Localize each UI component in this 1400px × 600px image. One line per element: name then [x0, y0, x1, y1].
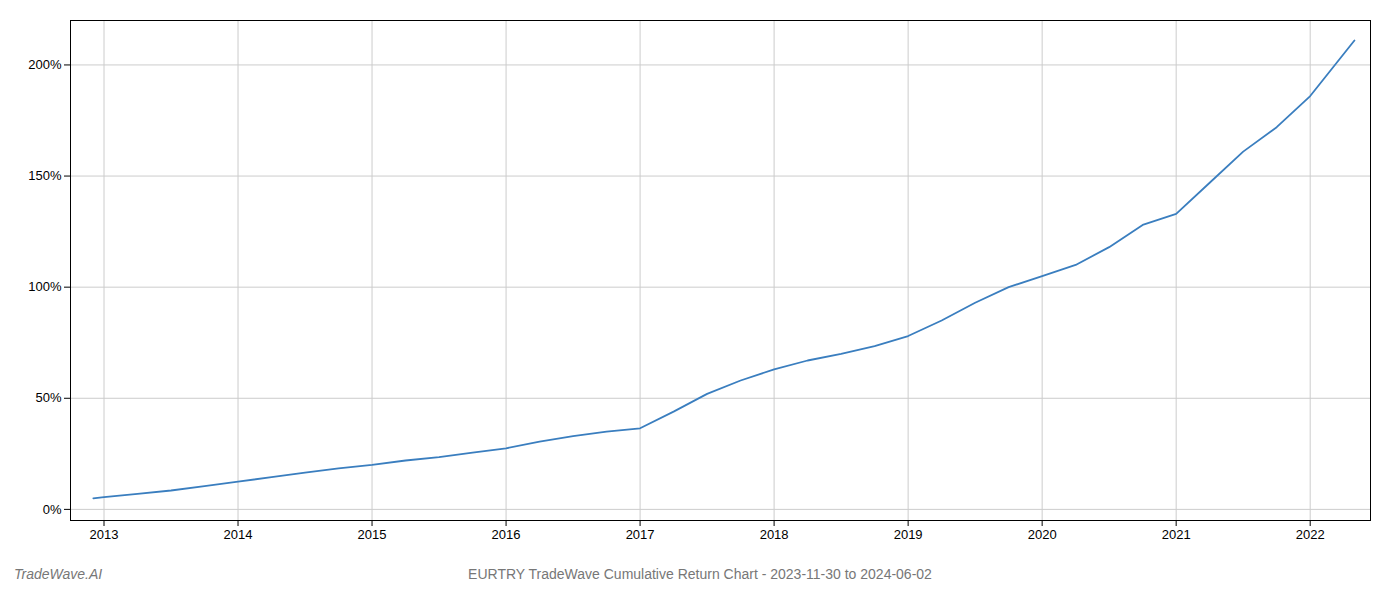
svg-text:50%: 50%	[35, 390, 61, 405]
svg-text:2017: 2017	[626, 527, 655, 542]
svg-text:0%: 0%	[43, 502, 62, 517]
svg-text:2018: 2018	[760, 527, 789, 542]
svg-text:2019: 2019	[894, 527, 923, 542]
svg-text:2020: 2020	[1028, 527, 1057, 542]
html-text:EURTRY TradeWave Cumulative Re: EURTRY TradeWave Cumulative Return Chart…	[468, 566, 932, 582]
svg-text:2021: 2021	[1162, 527, 1191, 542]
svg-text:200%: 200%	[28, 57, 62, 72]
svg-text:2013: 2013	[90, 527, 119, 542]
svg-text:2015: 2015	[358, 527, 387, 542]
svg-text:2016: 2016	[492, 527, 521, 542]
html-text:TradeWave.AI: TradeWave.AI	[14, 566, 103, 582]
svg-text:150%: 150%	[28, 168, 62, 183]
svg-text:2014: 2014	[224, 527, 253, 542]
svg-text:2022: 2022	[1296, 527, 1325, 542]
svg-text:100%: 100%	[28, 279, 62, 294]
